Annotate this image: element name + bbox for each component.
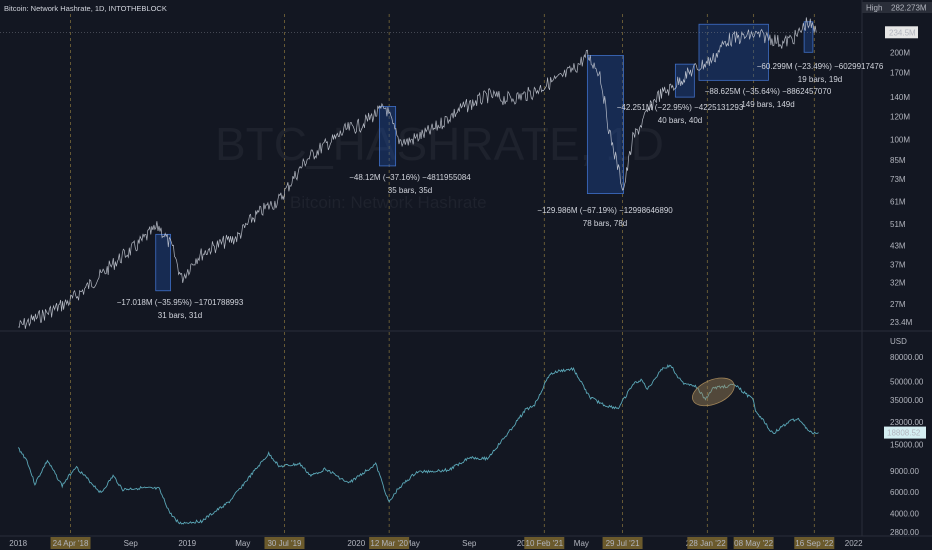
drawdown-box [155,233,171,292]
x-axis-label: Sep [124,539,139,548]
x-axis-label: 2022 [845,539,863,548]
x-axis-label: 2019 [178,539,196,548]
price-y-tick: 23000.00 [890,418,924,427]
date-tag: 30 Jul '19 [267,539,302,548]
hashrate-y-tick: 120M [890,113,910,122]
hashrate-y-tick: 200M [890,48,910,57]
current-hashrate-tag-bg [885,26,918,39]
current-hashrate-tag: 234.5M [889,28,916,37]
hashrate-series-line [18,17,817,329]
drawdown-duration: 149 bars, 149d [741,100,794,109]
drawdown-duration: 40 bars, 40d [658,116,702,125]
hashrate-y-tick: 85M [890,156,906,165]
price-y-tick: 2800.00 [890,528,919,537]
date-tag-bg [794,537,835,549]
drawdown-duration: 78 bars, 78d [583,219,627,228]
drawdown-box [379,106,397,167]
x-axis-label: May [574,539,589,548]
current-price-tag: 18808.52 [887,429,921,438]
watermark-symbol: BTC_HASHRATE, 1D [215,118,664,170]
x-axis-label: 2020 [347,539,365,548]
date-tag: 29 Jul '21 [606,539,641,548]
date-tag: 12 Mar '20 [370,539,408,548]
date-tag-bg [733,537,774,549]
date-tag-bg [687,537,728,549]
drawdown-duration: 35 bars, 35d [388,186,432,195]
hashrate-y-tick: 32M [890,279,906,288]
price-unit-label: USD [890,337,907,346]
drawdown-label: −129.986M (−67.19%) −12998646890 [537,206,673,215]
date-tag-bg [602,537,643,549]
hashrate-y-tick: 43M [890,242,906,251]
date-tag-bg [369,537,410,549]
date-tag-bg [264,537,305,549]
price-y-tick: 35000.00 [890,396,924,405]
drawdown-duration: 31 bars, 31d [158,311,202,320]
price-y-tick: 15000.00 [890,440,924,449]
price-y-tick: 80000.00 [890,353,924,362]
x-axis-label: 2018 [9,539,27,548]
price-y-tick: 6000.00 [890,488,919,497]
date-tag-bg [50,537,91,549]
hashrate-y-tick: 37M [890,260,906,269]
x-axis-label: Sep [462,539,477,548]
high-tag-label: High [866,4,882,13]
current-price-tag-bg [884,426,926,439]
date-tag: 08 May '22 [734,539,773,548]
high-tag-bg [862,2,932,13]
hashrate-y-tick: 170M [890,69,910,78]
highlight-ellipse [692,377,735,407]
hashrate-y-tick: 140M [890,93,910,102]
drawdown-box [803,21,814,53]
hashrate-y-tick: 73M [890,175,906,184]
hashrate-y-tick: 51M [890,220,906,229]
high-tag-value: 282.273M [891,4,927,13]
drawdown-label: −42.251M (−22.95%) −4225131293 [617,103,744,112]
chart-title: Bitcoin: Network Hashrate, 1D, INTOTHEBL… [4,4,167,13]
price-y-tick: 50000.00 [890,378,924,387]
date-tag: 10 Feb '21 [526,539,564,548]
drawdown-label: −88.625M (−35.64%) −8862457070 [705,87,832,96]
hashrate-y-tick: 100M [890,135,910,144]
drawdown-duration: 19 bars, 19d [798,75,842,84]
date-tag: 28 Jan '22 [689,539,726,548]
hashrate-y-tick: 23.4M [890,318,913,327]
date-tag-bg [524,537,565,549]
drawdown-box [586,55,624,194]
x-axis-label: May [405,539,420,548]
price-y-tick: 9000.00 [890,467,919,476]
drawdown-label: −60.299M (−23.49%) −6029917476 [757,62,884,71]
price-y-tick: 4000.00 [890,509,919,518]
x-axis-label: May [235,539,250,548]
drawdown-label: −17.018M (−35.95%) −1701788993 [117,298,244,307]
price-series-line [17,364,819,525]
drawdown-label: −48.12M (−37.16%) −4811955084 [349,173,471,182]
date-tag: 16 Sep '22 [795,539,834,548]
hashrate-y-tick: 27M [890,300,906,309]
hashrate-y-tick: 61M [890,198,906,207]
watermark-name: Bitcoin: Network Hashrate [290,193,487,212]
date-tag: 24 Apr '18 [53,539,89,548]
